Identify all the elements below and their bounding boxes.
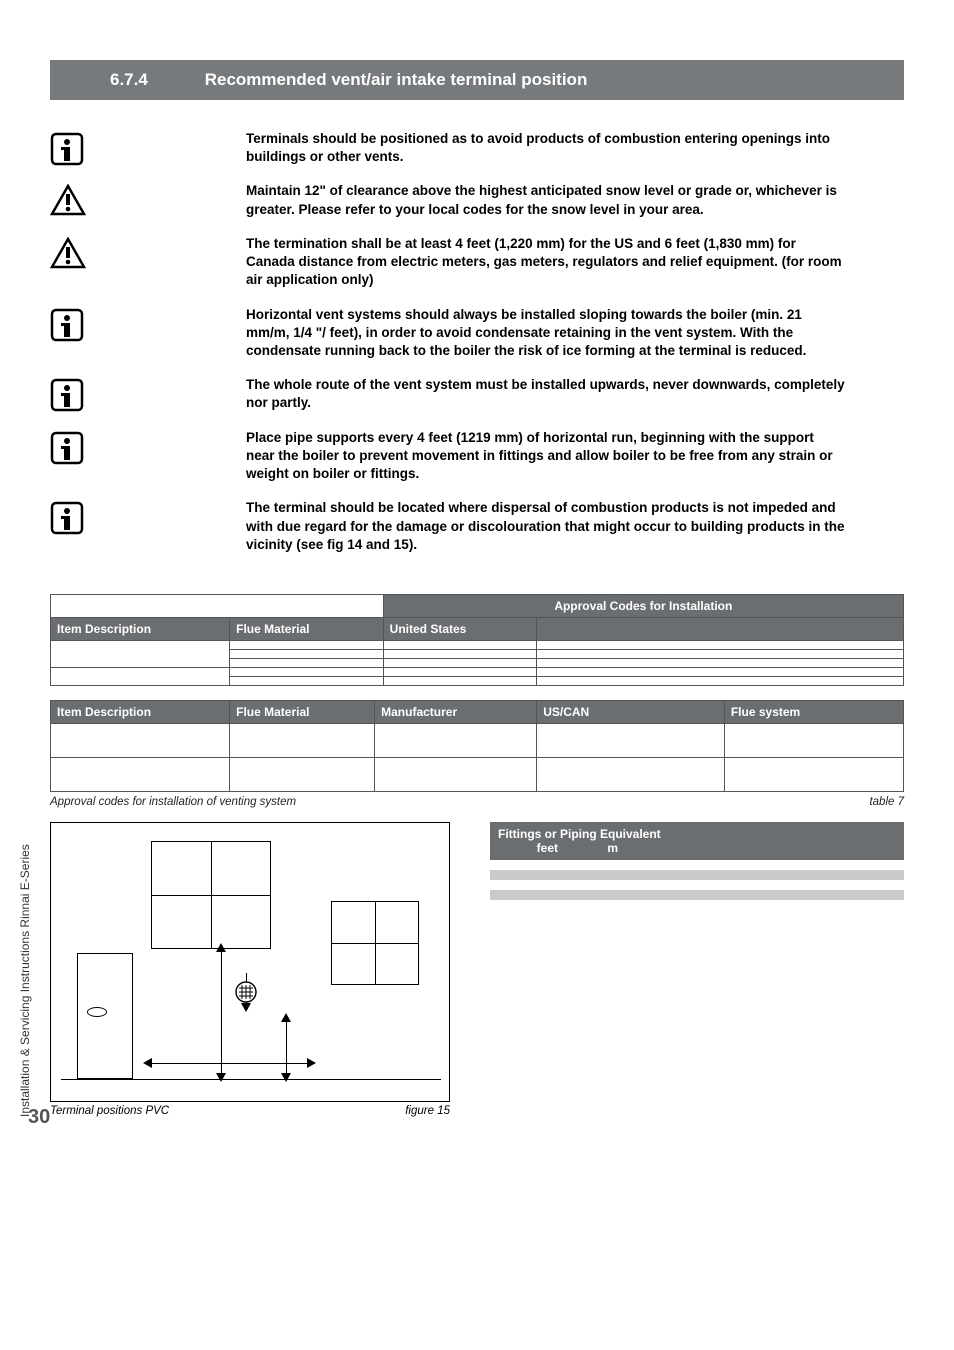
note-text: The whole route of the vent system must … [246, 376, 846, 412]
note-text: Horizontal vent systems should always be… [246, 306, 846, 361]
table1-cell [537, 658, 904, 667]
sidebar-text: Installation & Servicing Instructions Ri… [18, 844, 32, 1117]
table2-header: US/CAN [537, 700, 725, 723]
info-icon [50, 378, 86, 412]
fittings-table: Fittings or Piping Equivalent feet m [490, 822, 904, 1117]
info-icon [50, 308, 86, 342]
table1-cell [383, 649, 537, 658]
fittings-col-feet: feet [498, 841, 558, 855]
note-row: The termination shall be at least 4 feet… [50, 235, 904, 290]
fittings-title: Fittings or Piping Equivalent [498, 827, 896, 841]
table1-cell [383, 676, 537, 685]
table2-cell [537, 723, 725, 757]
note-row: Horizontal vent systems should always be… [50, 306, 904, 361]
table2-header: Flue Material [230, 700, 375, 723]
table2-cell [724, 757, 903, 791]
table2-cell [230, 757, 375, 791]
note-row: The terminal should be located where dis… [50, 499, 904, 554]
table2-header: Manufacturer [375, 700, 537, 723]
figure-caption-left: Terminal positions PVC [50, 1105, 169, 1117]
table1-cell [230, 667, 384, 676]
table2-header: Flue system [724, 700, 903, 723]
table1-blank [51, 594, 384, 617]
warning-icon [50, 237, 86, 269]
note-text: Terminals should be positioned as to avo… [246, 130, 846, 166]
table2-cell [724, 723, 903, 757]
table1-cell [383, 658, 537, 667]
vent-icon [235, 981, 257, 1003]
note-text: Place pipe supports every 4 feet (1219 m… [246, 429, 846, 484]
table1-cell [537, 649, 904, 658]
table1-cell [537, 676, 904, 685]
note-row: Maintain 12" of clearance above the high… [50, 182, 904, 218]
table1-cell [383, 640, 537, 649]
table1-span-header: Approval Codes for Installation [383, 594, 903, 617]
caption-left: Approval codes for installation of venti… [50, 796, 296, 808]
page-number: 30 [28, 1106, 50, 1129]
table1-cell [230, 658, 384, 667]
table2-cell [375, 723, 537, 757]
info-icon [50, 431, 86, 465]
info-icon [50, 132, 86, 166]
table1-cell [537, 640, 904, 649]
table-caption: Approval codes for installation of venti… [50, 796, 904, 808]
table1-header: United States [383, 617, 537, 640]
figure-wrapper: Terminal positions PVC figure 15 [50, 822, 450, 1117]
note-text: Maintain 12" of clearance above the high… [246, 182, 846, 218]
table2-cell [375, 757, 537, 791]
table2-cell [51, 723, 230, 757]
table1-header [537, 617, 904, 640]
table1-cell [230, 649, 384, 658]
terminal-icon [87, 1007, 107, 1017]
info-icon [50, 501, 86, 535]
table1-cell [230, 676, 384, 685]
figure-15 [50, 822, 450, 1102]
fittings-col-m: m [558, 841, 618, 855]
table2-cell [230, 723, 375, 757]
note-row: Terminals should be positioned as to avo… [50, 130, 904, 166]
note-row: The whole route of the vent system must … [50, 376, 904, 412]
section-number: 6.7.4 [110, 70, 200, 90]
section-title: Recommended vent/air intake terminal pos… [205, 70, 588, 89]
table2-cell [537, 757, 725, 791]
notes-block: Terminals should be positioned as to avo… [50, 130, 904, 554]
note-row: Place pipe supports every 4 feet (1219 m… [50, 429, 904, 484]
section-header: 6.7.4 Recommended vent/air intake termin… [50, 60, 904, 100]
table1-header: Flue Material [230, 617, 384, 640]
caption-right: table 7 [869, 796, 904, 808]
fittings-row [490, 860, 904, 870]
fittings-row [490, 890, 904, 900]
table2-cell [51, 757, 230, 791]
table1-cell [383, 667, 537, 676]
fittings-row [490, 870, 904, 880]
note-text: The terminal should be located where dis… [246, 499, 846, 554]
table1-header: Item Description [51, 617, 230, 640]
fittings-row [490, 880, 904, 890]
table1-cell [51, 667, 230, 685]
warning-icon [50, 184, 86, 216]
note-text: The termination shall be at least 4 feet… [246, 235, 846, 290]
approval-table-2: Item DescriptionFlue MaterialManufacture… [50, 700, 904, 792]
table1-cell [230, 640, 384, 649]
table2-header: Item Description [51, 700, 230, 723]
table1-cell [537, 667, 904, 676]
figure-caption-right: figure 15 [405, 1105, 450, 1117]
approval-table-1: Approval Codes for Installation Item Des… [50, 594, 904, 686]
table1-cell [51, 640, 230, 667]
